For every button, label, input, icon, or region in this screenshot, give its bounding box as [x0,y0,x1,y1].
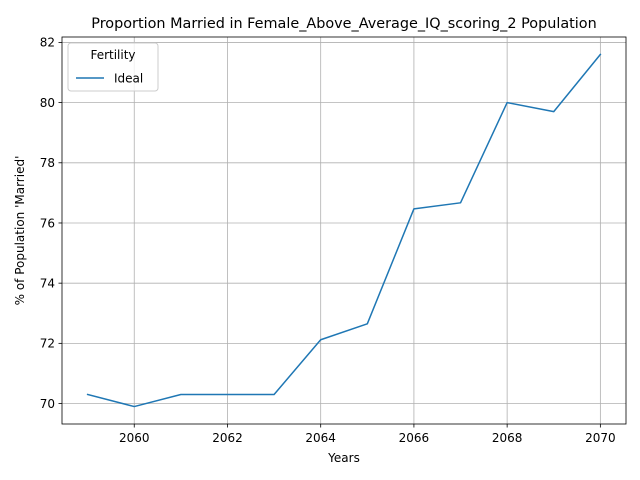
chart-title: Proportion Married in Female_Above_Avera… [91,16,596,32]
legend-title: Fertility [90,48,135,62]
legend: Fertility Ideal [67,42,159,92]
grid [62,37,626,424]
y-tick-label: 76 [40,216,55,230]
y-tick-label: 78 [40,156,55,170]
y-tick-label: 72 [40,337,55,351]
y-axis-label: % of Population 'Married' [13,156,27,306]
x-axis-label: Years [327,451,360,465]
y-tick-label: 70 [40,397,55,411]
y-tick-label: 74 [40,276,55,290]
x-tick-label: 2060 [119,431,150,445]
plot-frame [61,36,627,425]
legend-label-ideal: Ideal [114,72,143,86]
x-tick-label: 2062 [212,431,243,445]
y-tick-label: 80 [40,96,55,110]
x-tick-label: 2068 [492,431,523,445]
x-tick-label: 2070 [585,431,616,445]
x-tick-label: 2064 [305,431,336,445]
legend-box [67,42,159,92]
x-tick-label: 2066 [399,431,430,445]
series-layer [86,53,602,408]
ticks: 2060 2062 2064 2066 2068 2070 70 72 74 76 78 80 82 [40,36,616,445]
series-line-ideal [86,53,602,408]
y-tick-label: 82 [40,36,55,50]
